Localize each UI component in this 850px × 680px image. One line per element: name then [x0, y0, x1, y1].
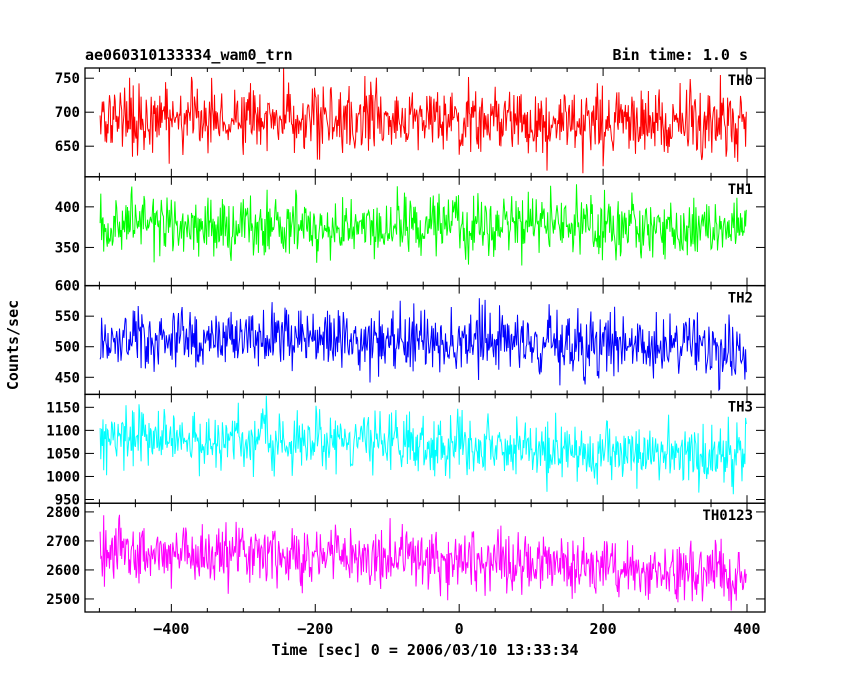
panel-label-TH0: TH0 [728, 73, 753, 89]
series-line-TH0 [99, 68, 747, 174]
y-tick-label: 2600 [46, 563, 80, 579]
chart-title: ae060310133334_wam0_trn [85, 46, 293, 64]
y-tick-label: 950 [55, 493, 80, 509]
y-tick-label: 1000 [46, 469, 80, 485]
y-tick-label: 600 [55, 279, 80, 295]
x-tick-label: −200 [297, 620, 333, 638]
y-tick-label: 2700 [46, 534, 80, 550]
panel-label-TH2: TH2 [728, 291, 753, 307]
y-tick-label: 700 [55, 105, 80, 121]
y-tick-label: 2500 [46, 592, 80, 608]
y-tick-label: 450 [55, 370, 80, 386]
y-tick-label: 1050 [46, 446, 80, 462]
y-tick-label: 750 [55, 71, 80, 87]
x-tick-label: 0 [455, 620, 464, 638]
y-tick-label: 550 [55, 309, 80, 325]
x-tick-label: 200 [590, 620, 617, 638]
series-line-TH2 [99, 298, 747, 392]
y-tick-label: 2800 [46, 505, 80, 521]
panel-label-TH0123: TH0123 [702, 508, 753, 524]
y-tick-label: 650 [55, 139, 80, 155]
bin-time-label: Bin time: 1.0 s [613, 46, 748, 64]
panel-label-TH1: TH1 [728, 182, 753, 198]
series-line-TH0123 [99, 514, 747, 611]
y-tick-label: 1150 [46, 400, 80, 416]
x-axis-label: Time [sec] 0 = 2006/03/10 13:33:34 [271, 641, 578, 659]
y-tick-label: 500 [55, 340, 80, 356]
series-line-TH3 [99, 395, 747, 495]
x-tick-label: 400 [733, 620, 760, 638]
y-axis-label: Counts/sec [4, 300, 22, 390]
y-tick-label: 350 [55, 240, 80, 256]
panel-label-TH3: TH3 [728, 399, 753, 415]
panels-group: 650 700 750 TH0 350 400 TH1 450 500 550 600 TH2 950 1… [46, 67, 766, 638]
y-tick-label: 1100 [46, 423, 80, 439]
series-line-TH1 [99, 184, 747, 266]
panel-frame [84, 502, 766, 613]
y-tick-label: 400 [55, 200, 80, 216]
x-tick-label: −400 [153, 620, 189, 638]
